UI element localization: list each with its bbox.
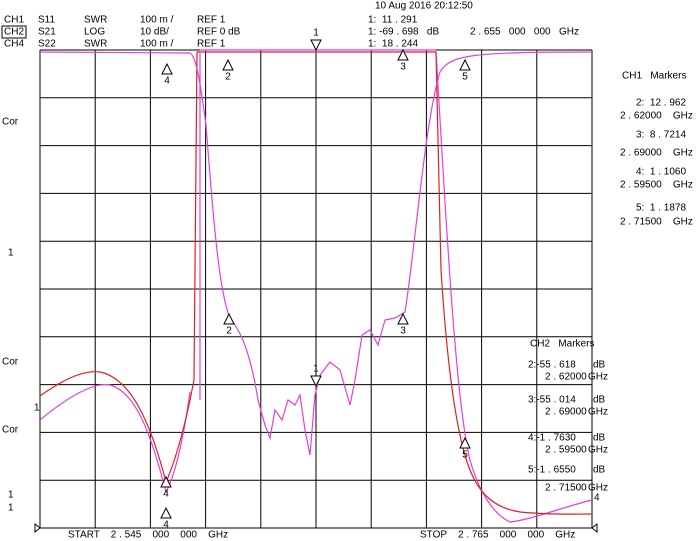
left-label: Cor	[2, 425, 19, 436]
left-label: 1	[34, 403, 40, 414]
ch1-marker-value: 2: 12 . 962	[636, 98, 686, 109]
ch2-marker-frequency: 2 . 59500	[545, 445, 587, 456]
date: 10 Aug 2016 20:12:50	[375, 1, 473, 12]
ch2-marker-value: 5:-1 . 6550	[528, 465, 576, 476]
marker-label: 5	[462, 450, 468, 461]
ch2-marker-value: 2:-55 . 618	[528, 360, 576, 371]
marker-triangle	[397, 312, 409, 325]
channel-field: SWR	[84, 15, 107, 26]
start-frequency: START 2 . 545 000 000 GHz	[68, 530, 228, 541]
marker-label: 5	[462, 72, 468, 83]
marker-label: 4	[163, 520, 169, 531]
channel-field: S11	[38, 15, 55, 26]
marker-label: 1	[313, 28, 319, 39]
ch2-marker-unit: GHz	[588, 445, 608, 456]
channel-field: CH4	[4, 39, 24, 50]
ch1-marker-frequency: 2 . 71500 GHz	[620, 217, 693, 228]
channel-field: SWR	[84, 39, 107, 50]
marker-label: 3	[400, 326, 406, 337]
ch1-markers-title: CH1 Markers	[622, 71, 686, 82]
channel-field: 10 dB/	[140, 27, 169, 38]
channel-field: S22	[38, 39, 56, 50]
readout: 1: 18 . 244	[368, 39, 418, 50]
channel-field: REF 1	[197, 15, 226, 26]
readout-frequency: 2 . 655 000 000 GHz	[470, 27, 579, 38]
ch2-marker-value: 4:-1 . 7630	[528, 433, 576, 444]
marker-triangle	[161, 62, 173, 75]
marker-triangle	[223, 312, 235, 325]
marker-triangle	[222, 58, 234, 71]
channel-field: 100 m /	[140, 15, 174, 26]
readout: 1: 11 . 291	[368, 15, 418, 26]
ch2-markers-title: CH2 Markers	[530, 339, 594, 350]
markers	[34, 39, 598, 534]
marker-triangle	[310, 375, 322, 388]
ch2-marker-unit: dB	[593, 360, 606, 371]
ch2-marker-unit: dB	[593, 433, 606, 444]
edge-marker	[591, 522, 598, 534]
left-label: 1	[8, 503, 14, 514]
marker-label: 2	[225, 72, 231, 83]
ch2-marker-unit: GHz	[588, 483, 608, 494]
grid	[39, 49, 593, 529]
marker-triangle	[459, 436, 471, 449]
ch2-marker-unit: dB	[593, 395, 606, 406]
ch1-marker-value: 5: 1 . 1878	[636, 203, 686, 214]
marker-triangle	[160, 475, 172, 488]
trace-s21	[39, 51, 593, 515]
channel-field: LOG	[84, 27, 105, 38]
marker-label: 3	[400, 62, 406, 73]
marker-label: 4	[594, 493, 600, 504]
ch2-marker-unit: GHz	[588, 407, 608, 418]
ch1-marker-value: 3: 8 . 7214	[636, 130, 686, 141]
ch2-marker-unit: dB	[593, 465, 606, 476]
ch2-marker-frequency: 2 . 71500	[545, 483, 587, 494]
ch1-marker-value: 4: 1 . 1060	[636, 167, 686, 178]
trace-s22	[39, 51, 593, 523]
ch2-marker-frequency: 2 . 62000	[545, 372, 587, 383]
left-label: 1	[8, 248, 14, 259]
ch2-marker-frequency: 2 . 69000	[545, 407, 587, 418]
edge-marker	[34, 522, 41, 534]
ch1-marker-frequency: 2 . 69000 GHz	[620, 148, 693, 159]
marker-label: 1	[313, 364, 319, 375]
marker-triangle	[310, 39, 322, 52]
trace-s11	[39, 49, 593, 456]
active-channel-box	[1, 25, 27, 39]
channel-field: CH1	[4, 15, 24, 26]
ch1-marker-frequency: 2 . 62000 GHz	[620, 111, 693, 122]
channel-field: CH2	[4, 27, 24, 38]
ch2-marker-value: 3:-55 . 014	[528, 395, 576, 406]
channel-field: REF 0 dB	[197, 27, 241, 38]
marker-label: 4	[164, 76, 170, 87]
channel-field: REF 1	[197, 39, 226, 50]
left-label: Cor	[2, 357, 19, 368]
marker-triangle	[397, 48, 409, 61]
readout: 1: -69 . 698 dB	[368, 27, 439, 38]
marker-triangle	[459, 58, 471, 71]
stop-frequency: STOP 2 . 765 000 000 GHz	[420, 530, 575, 541]
left-label: Cor	[2, 117, 19, 128]
channel-field: S21	[38, 27, 56, 38]
marker-triangle	[160, 506, 172, 519]
ch1-marker-frequency: 2 . 59500 GHz	[620, 180, 693, 191]
left-label: 1	[8, 490, 14, 501]
marker-label: 2	[226, 326, 232, 337]
marker-label: 4	[163, 489, 169, 500]
ch2-marker-unit: GHz	[588, 372, 608, 383]
channel-field: 100 m /	[140, 39, 174, 50]
